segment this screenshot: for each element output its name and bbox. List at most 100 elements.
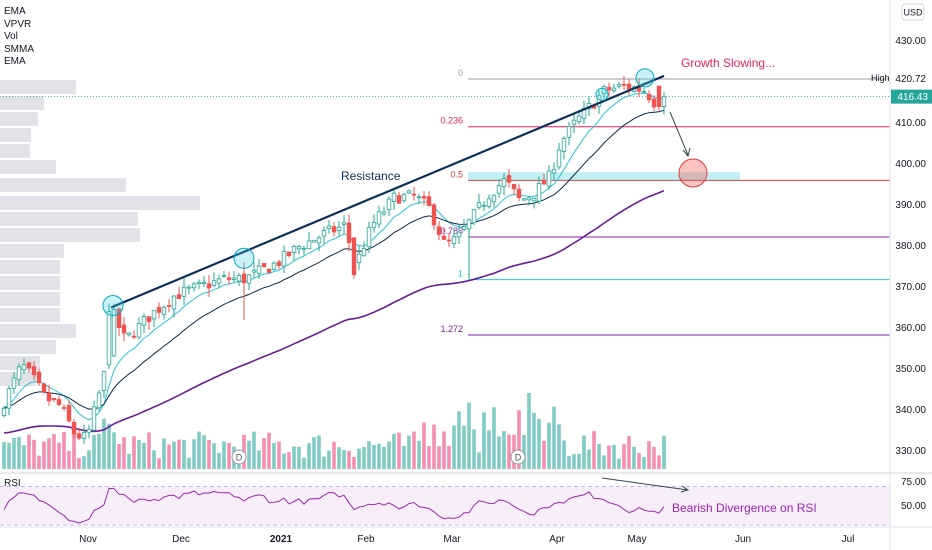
candle-body bbox=[516, 188, 522, 199]
volume-bar bbox=[337, 447, 341, 469]
candle-body bbox=[91, 406, 97, 431]
volume-bar bbox=[652, 446, 656, 469]
candle-body bbox=[96, 392, 102, 409]
candle-body bbox=[501, 178, 507, 187]
candle-body bbox=[211, 280, 217, 286]
high-value: 420.72 bbox=[895, 74, 926, 85]
candle-body bbox=[471, 209, 477, 224]
rsi-pane: RSI Bearish Divergence on RSI bbox=[0, 472, 932, 526]
divergence-label: Bearish Divergence on RSI bbox=[672, 501, 817, 515]
candle-body bbox=[191, 283, 197, 289]
candle-body bbox=[156, 307, 162, 313]
volume-bar bbox=[197, 431, 201, 469]
indicator-vpvr[interactable]: VPVR bbox=[4, 18, 32, 30]
candle-body bbox=[646, 93, 652, 101]
candle-body bbox=[606, 86, 612, 91]
volume-bar bbox=[482, 412, 486, 469]
vp-row bbox=[0, 96, 44, 110]
rsi-tick: 50.00 bbox=[901, 501, 926, 512]
candle-body bbox=[371, 222, 377, 229]
candle-body bbox=[26, 362, 32, 369]
volume-bar bbox=[107, 423, 111, 469]
candle-body bbox=[341, 222, 347, 225]
candle-body bbox=[101, 371, 107, 391]
candle-body bbox=[651, 98, 657, 108]
volume-bar bbox=[487, 430, 491, 469]
volume-bar bbox=[267, 432, 271, 469]
volume-bar bbox=[467, 402, 471, 469]
fib-label: 1 bbox=[458, 269, 463, 279]
volume-bar bbox=[287, 452, 291, 469]
candle-body bbox=[11, 377, 17, 389]
candle-body bbox=[236, 275, 242, 282]
volume-bar bbox=[492, 407, 496, 469]
volume-bar bbox=[252, 431, 256, 469]
candle-body bbox=[141, 316, 147, 326]
candle-body bbox=[376, 211, 382, 225]
candle-body bbox=[661, 96, 667, 108]
volume-bar bbox=[47, 438, 51, 469]
volume-bar bbox=[302, 457, 306, 469]
indicator-vol[interactable]: Vol bbox=[4, 31, 18, 42]
volume-bar bbox=[292, 446, 296, 469]
candle-body bbox=[546, 170, 552, 187]
candle-body bbox=[251, 269, 257, 273]
candle-body bbox=[576, 115, 582, 122]
candle-body bbox=[551, 168, 557, 174]
candle-body bbox=[396, 195, 402, 204]
volume-bar bbox=[92, 435, 96, 469]
candle-body bbox=[621, 83, 627, 86]
candle-body bbox=[381, 211, 387, 215]
time-tick: 2021 bbox=[270, 534, 293, 545]
volume-bar bbox=[87, 450, 91, 469]
volume-bar bbox=[522, 435, 526, 469]
ema-fast-line bbox=[3, 92, 665, 421]
candle-body bbox=[206, 283, 212, 289]
dividend-marker bbox=[231, 449, 247, 465]
candle-body bbox=[46, 392, 52, 402]
candle-body bbox=[231, 277, 237, 280]
candle-body bbox=[316, 237, 322, 244]
volume-bar bbox=[262, 438, 266, 469]
volume-bar bbox=[417, 440, 421, 469]
moving-averages bbox=[3, 92, 665, 434]
candle-body bbox=[406, 190, 412, 194]
candle-body bbox=[521, 198, 527, 201]
indicator-smma[interactable]: SMMA bbox=[4, 43, 34, 55]
indicator-ema[interactable]: EMA bbox=[4, 6, 26, 17]
candle-body bbox=[311, 239, 317, 243]
volume-bar bbox=[557, 424, 561, 469]
volume-bar bbox=[152, 450, 156, 469]
volume-bar bbox=[647, 441, 651, 469]
volume-bar bbox=[632, 446, 636, 469]
volume-bar bbox=[282, 453, 286, 469]
volume-bar bbox=[392, 433, 396, 469]
candle-body bbox=[401, 193, 407, 202]
volume-bar bbox=[52, 434, 56, 469]
candle-body bbox=[456, 231, 462, 238]
time-tick: Feb bbox=[357, 534, 375, 545]
volume-bar bbox=[57, 442, 61, 469]
volume-bar bbox=[372, 444, 376, 469]
volume-bar bbox=[67, 450, 71, 469]
vp-row bbox=[0, 178, 126, 192]
target-arrowhead bbox=[682, 147, 691, 158]
volume-bar bbox=[627, 436, 631, 469]
vp-row bbox=[0, 308, 60, 322]
indicator-ema-2[interactable]: EMA bbox=[4, 56, 26, 67]
volume-bar bbox=[147, 432, 151, 469]
volume-bar bbox=[642, 457, 646, 469]
candle-body bbox=[486, 198, 492, 207]
candle-body bbox=[451, 235, 457, 244]
candle-body bbox=[421, 196, 427, 199]
price-tick: 360.00 bbox=[895, 323, 926, 334]
currency-box bbox=[901, 3, 925, 21]
candle-body bbox=[31, 366, 37, 376]
volume-bar bbox=[582, 435, 586, 469]
candle-body bbox=[76, 433, 82, 439]
resistance-label: Resistance bbox=[341, 169, 401, 183]
volume-bars bbox=[2, 393, 666, 469]
volume-bar bbox=[347, 450, 351, 469]
candle-body bbox=[131, 335, 137, 338]
